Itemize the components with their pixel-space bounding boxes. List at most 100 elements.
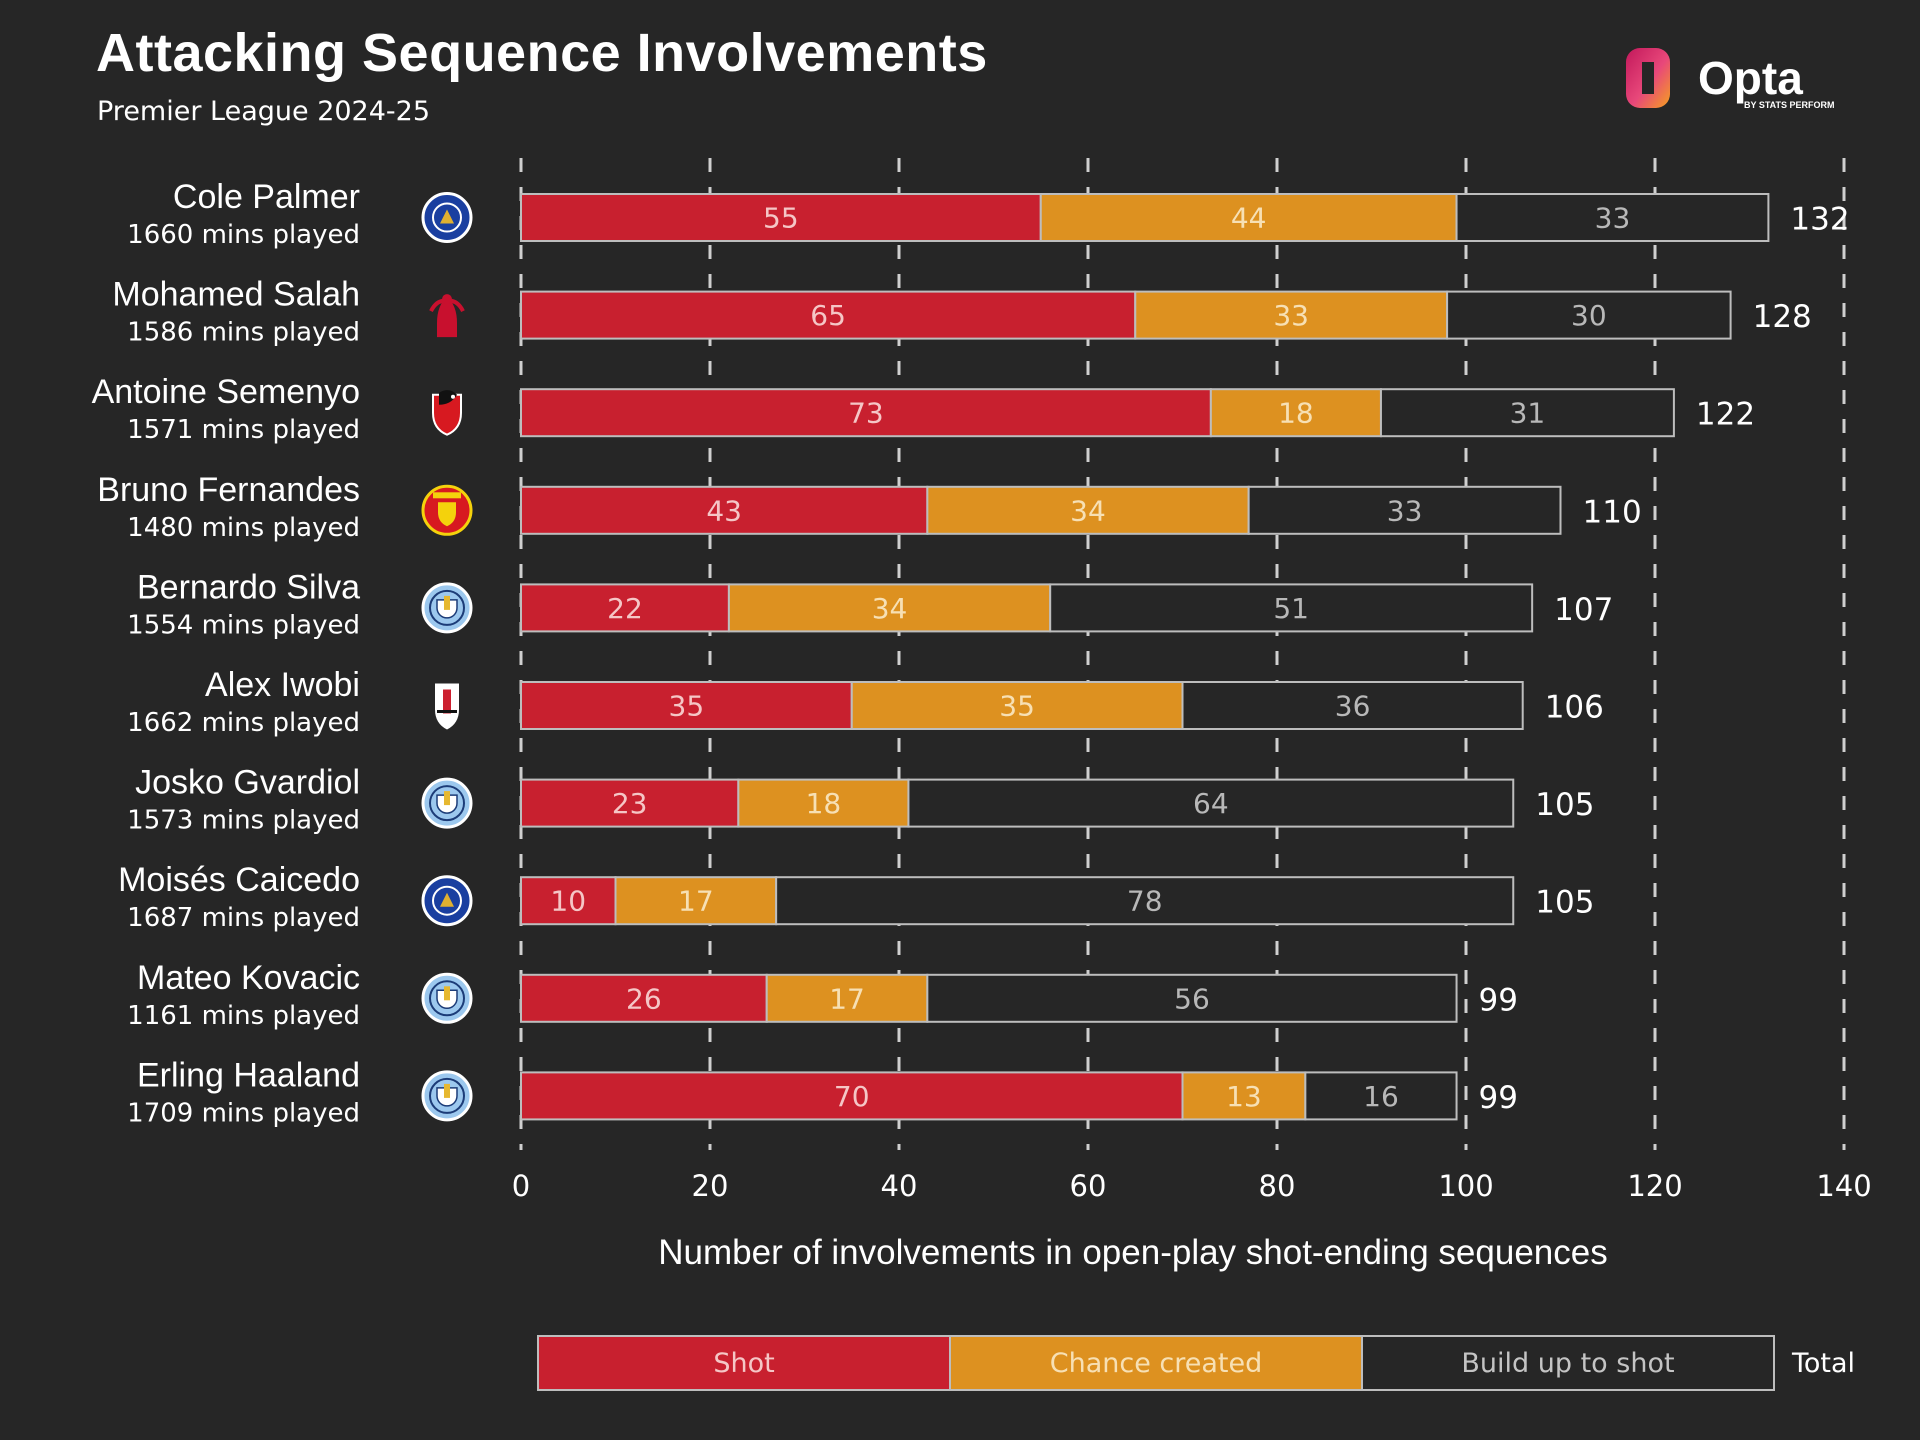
player-name: Cole Palmer <box>173 178 360 216</box>
segment-value-label: 18 <box>1278 397 1314 430</box>
segment-value-label: 22 <box>607 592 643 625</box>
legend-swatch <box>1361 1335 1775 1391</box>
segment-value-label: 33 <box>1595 202 1631 235</box>
total-label: 99 <box>1479 982 1518 1018</box>
segment-value-label: 43 <box>706 494 742 527</box>
man-city-crest-icon-part <box>444 791 450 806</box>
chelsea-crest-icon-part <box>440 892 454 907</box>
legend-label: Chance created <box>1050 1348 1263 1379</box>
player-name: Erling Haaland <box>137 1056 360 1094</box>
bar-chance-created <box>614 876 778 926</box>
man-city-crest-icon <box>421 972 473 1024</box>
bournemouth-crest-icon <box>432 390 462 436</box>
segment-value-label: 31 <box>1510 397 1546 430</box>
segment-value-label: 23 <box>612 787 648 820</box>
bar-shot <box>520 681 853 730</box>
chelsea-crest-icon-part <box>432 885 462 916</box>
bournemouth-crest-icon-part <box>439 390 457 405</box>
minutes-played: 1554 mins played <box>127 610 360 640</box>
segment-value-label: 65 <box>810 299 846 332</box>
chelsea-crest-icon-part <box>440 209 454 224</box>
total-label: 122 <box>1696 397 1755 433</box>
player-name: Josko Gvardiol <box>135 764 360 802</box>
man-city-crest-icon <box>421 582 473 634</box>
total-label: 99 <box>1479 1080 1518 1116</box>
total-label: 107 <box>1554 592 1613 628</box>
opta-logo: Opta BY STATS PERFORM <box>1626 48 1835 110</box>
minutes-played: 1660 mins played <box>127 220 360 250</box>
legend-swatch <box>949 1335 1363 1391</box>
bar-build-up <box>907 778 1515 828</box>
liverpool-crest-icon-part <box>437 297 457 338</box>
segment-value-label: 17 <box>678 885 714 918</box>
segment-value-label: 34 <box>872 592 908 625</box>
bar-build-up <box>1446 290 1732 340</box>
man-utd-crest-icon <box>421 484 473 536</box>
bar-shot <box>520 583 730 633</box>
fulham-crest-icon-part <box>443 689 451 714</box>
player-name: Antoine Semenyo <box>92 373 360 411</box>
bar-chance-created <box>1134 290 1449 340</box>
logo-subtext: BY STATS PERFORM <box>1744 100 1835 110</box>
total-label: 106 <box>1545 690 1604 726</box>
minutes-played: 1687 mins played <box>127 903 360 933</box>
x-tick-label: 0 <box>512 1169 530 1203</box>
liverpool-crest-icon <box>429 294 465 338</box>
player-name: Bruno Fernandes <box>97 471 360 509</box>
minutes-played: 1586 mins played <box>127 318 360 348</box>
segment-value-label: 13 <box>1226 1080 1262 1113</box>
bar-chance-created <box>1039 193 1458 242</box>
segment-value-label: 73 <box>848 397 884 430</box>
minutes-played: 1571 mins played <box>127 415 360 445</box>
chart-subtitle: Premier League 2024-25 <box>97 96 431 127</box>
x-axis-title: Number of involvements in open-play shot… <box>658 1233 1607 1272</box>
x-tick-label: 140 <box>1816 1169 1871 1203</box>
segment-value-label: 51 <box>1273 592 1309 625</box>
total-label: 128 <box>1753 299 1812 335</box>
segment-value-label: 33 <box>1273 299 1309 332</box>
man-utd-crest-icon-part <box>433 492 461 499</box>
bar-build-up <box>1181 681 1524 730</box>
segment-value-label: 64 <box>1193 787 1229 820</box>
segment-value-label: 17 <box>829 982 865 1015</box>
man-city-crest-icon-part <box>429 1077 465 1114</box>
legend-total-label: Total <box>1791 1348 1855 1379</box>
bar-build-up <box>775 876 1515 926</box>
liverpool-crest-icon-part <box>442 294 452 305</box>
minutes-played: 1573 mins played <box>127 806 360 836</box>
man-city-crest-icon-part <box>429 589 465 626</box>
segment-value-label: 30 <box>1571 299 1607 332</box>
x-tick-label: 120 <box>1627 1169 1682 1203</box>
bar-build-up <box>1304 1071 1458 1121</box>
man-city-crest-icon <box>421 777 473 829</box>
chart-title: Attacking Sequence Involvements <box>96 23 988 83</box>
bar-build-up <box>1379 388 1675 438</box>
player-name: Alex Iwobi <box>205 666 360 704</box>
segment-value-label: 16 <box>1363 1080 1399 1113</box>
minutes-played: 1161 mins played <box>127 1001 360 1031</box>
player-name: Bernardo Silva <box>137 568 360 606</box>
segment-value-label: 55 <box>763 202 799 235</box>
man-city-crest-icon-part <box>444 595 450 610</box>
minutes-played: 1662 mins played <box>127 708 360 738</box>
segment-value-label: 35 <box>999 690 1035 723</box>
man-city-crest-icon-part <box>429 785 465 822</box>
segment-value-label: 33 <box>1387 494 1423 527</box>
minutes-played: 1709 mins played <box>127 1098 360 1128</box>
x-tick-label: 40 <box>881 1169 918 1203</box>
player-name: Mateo Kovacic <box>137 959 360 997</box>
bournemouth-crest-icon-part <box>432 393 462 436</box>
x-tick-label: 100 <box>1438 1169 1493 1203</box>
bar-chance-created <box>850 681 1184 730</box>
man-city-crest-icon-part <box>429 980 465 1017</box>
bar-shot <box>520 973 768 1023</box>
man-city-crest-icon <box>421 1070 473 1122</box>
bar-shot <box>520 388 1212 438</box>
fulham-crest-icon <box>435 683 459 730</box>
bar-chance-created <box>727 583 1052 633</box>
x-tick-label: 60 <box>1070 1169 1107 1203</box>
segment-value-label: 78 <box>1127 885 1163 918</box>
chelsea-crest-icon-part <box>432 202 462 233</box>
segment-value-label: 26 <box>626 982 662 1015</box>
bournemouth-crest-icon-part <box>451 394 455 399</box>
